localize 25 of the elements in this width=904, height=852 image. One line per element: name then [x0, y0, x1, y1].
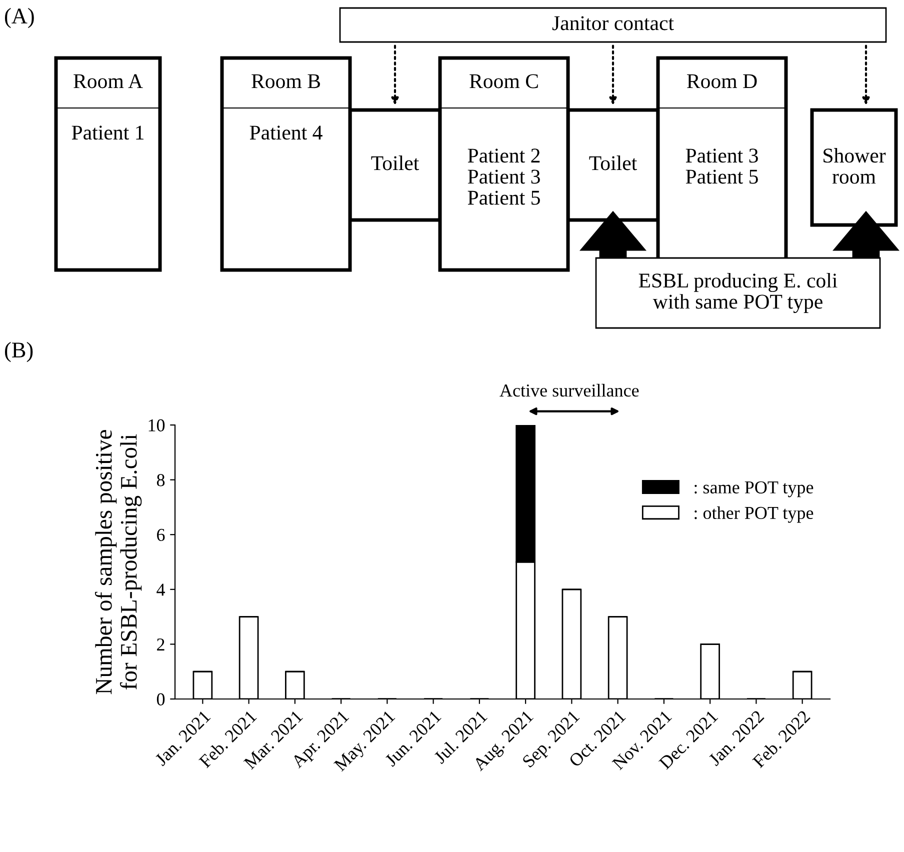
text: Patient 1: [72, 126, 144, 140]
text: Room A: [74, 74, 143, 88]
text: Toilet: [371, 156, 420, 170]
text: ESBL producing E. coli with same POT type: [638, 272, 838, 314]
y-axis-title: Number of samples positive for ESBL-producing E.coli: [94, 430, 142, 694]
y-tick-label: 6: [157, 528, 165, 542]
text: (A): [4, 8, 34, 28]
text: Toilet: [589, 156, 638, 170]
text: Patient 2 Patient 3 Patient 5: [468, 148, 540, 205]
text: Room C: [470, 74, 538, 88]
text: Active surveillance: [500, 384, 639, 397]
text: Shower room: [824, 148, 886, 184]
y-tick-label: 2: [157, 638, 164, 650]
y-tick-label: 0: [156, 693, 165, 706]
y-tick-label: 4: [156, 584, 165, 596]
text: Patient 4: [250, 126, 322, 140]
y-tick-label: 10: [148, 419, 165, 432]
chart-title: (B): [4, 342, 33, 362]
text: Janitor contact: [552, 16, 674, 30]
legend-label: : other POT type: [694, 506, 814, 523]
legend-label: : same POT type: [694, 481, 814, 498]
text: Room B: [252, 74, 320, 88]
text: Patient 3 Patient 5: [686, 148, 758, 184]
y-tick-label: 8: [156, 474, 165, 486]
text: Room D: [687, 74, 757, 88]
